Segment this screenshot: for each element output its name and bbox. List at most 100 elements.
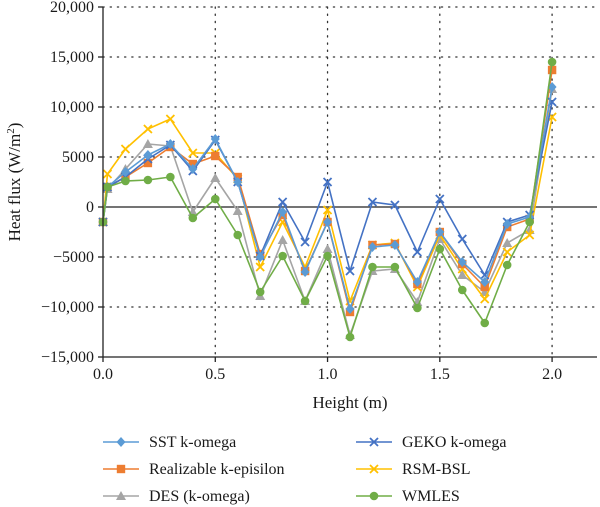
data-point — [390, 240, 400, 250]
data-point — [278, 207, 288, 217]
data-point — [102, 169, 113, 179]
y-tick-label: 10,000 — [50, 99, 94, 116]
data-point — [188, 148, 198, 158]
series-line — [102, 86, 553, 310]
data-point — [121, 176, 130, 186]
data-point — [457, 270, 468, 279]
data-point — [547, 65, 557, 75]
data-point — [188, 213, 198, 223]
data-point — [300, 237, 310, 247]
data-point — [233, 177, 243, 187]
data-point — [210, 173, 221, 182]
data-point — [525, 217, 534, 227]
legend-label: GEKO k-omega — [402, 434, 506, 451]
legend-swatch-marker — [369, 464, 379, 474]
data-point — [255, 262, 265, 272]
legend-swatch-marker — [369, 491, 379, 501]
legend-label: RSM-BSL — [402, 461, 470, 478]
legend-swatch-marker — [369, 437, 379, 447]
data-point — [435, 227, 445, 237]
legend-swatch-marker — [116, 437, 126, 447]
axes — [98, 6, 597, 362]
x-tick-label: 0.0 — [93, 366, 113, 383]
data-point — [412, 247, 423, 257]
y-axis-title-superscript: 2 — [5, 128, 17, 134]
data-point — [480, 277, 490, 287]
data-point — [412, 277, 422, 287]
data-point — [322, 177, 333, 187]
data-point — [300, 296, 310, 306]
legend-swatch-marker — [116, 491, 126, 500]
x-tick-label: 0.5 — [205, 366, 225, 383]
data-point — [480, 270, 490, 280]
legend-item: Realizable k-episilon — [103, 461, 285, 478]
legend-item: GEKO k-omega — [356, 434, 506, 451]
data-point — [120, 144, 131, 154]
data-point — [323, 217, 333, 227]
legend-label: WMLES — [402, 488, 460, 505]
y-tick-label: 0 — [86, 199, 94, 216]
series-line — [102, 61, 553, 338]
legend-label: Realizable k-episilon — [149, 461, 285, 478]
data-point — [210, 134, 220, 144]
x-tick-label: 1.0 — [318, 366, 338, 383]
data-point — [480, 294, 490, 304]
data-point — [103, 182, 112, 192]
data-point — [165, 139, 175, 149]
data-point — [232, 206, 243, 215]
data-point — [277, 197, 288, 207]
data-point — [142, 139, 153, 148]
data-point — [233, 172, 242, 182]
data-point — [502, 247, 512, 257]
data-point — [367, 242, 377, 252]
y-axis-title-main: Heat flux (W/m — [5, 134, 24, 242]
y-tick-label: −15,000 — [41, 349, 94, 366]
y-tick-label: 20,000 — [50, 0, 94, 16]
data-point — [120, 167, 130, 177]
data-point — [367, 197, 378, 207]
legend-swatch-marker — [116, 464, 126, 474]
series-line — [102, 116, 553, 302]
data-point — [413, 303, 422, 313]
data-point — [435, 244, 445, 254]
legend-item: RSM-BSL — [356, 461, 470, 478]
data-point — [233, 230, 243, 240]
x-axis-title: Height (m) — [312, 393, 387, 412]
data-point — [457, 234, 467, 244]
data-point — [390, 262, 400, 272]
data-point — [143, 175, 153, 185]
data-point — [255, 287, 265, 297]
data-point — [345, 332, 355, 342]
series-line — [102, 101, 553, 276]
data-point — [390, 200, 400, 210]
data-point — [300, 267, 310, 277]
tick-labels: −15,000 −10,000 −5000 0 5000 10,000 15,000 20,0… — [41, 0, 562, 383]
data-point — [322, 244, 333, 253]
data-point — [188, 164, 198, 174]
y-axis-title: Heat flux (W/m2) — [5, 123, 24, 242]
data-point — [143, 124, 153, 134]
data-point — [322, 205, 333, 215]
data-point — [457, 285, 467, 295]
legend-label: DES (k-omega) — [149, 488, 250, 505]
y-axis-title-close: ) — [5, 123, 24, 129]
legend-item: SST k-omega — [103, 434, 236, 451]
data-point — [502, 238, 513, 247]
data-point — [166, 172, 175, 182]
data-point — [323, 251, 332, 261]
data-point — [255, 252, 265, 262]
y-tick-label: 5000 — [62, 149, 94, 166]
data-point — [210, 194, 220, 204]
series-layer — [98, 57, 558, 342]
data-point — [345, 304, 355, 314]
data-point — [502, 260, 512, 270]
data-point — [480, 282, 489, 292]
y-tick-label: −10,000 — [41, 299, 94, 316]
data-point — [345, 266, 355, 276]
series-wmles — [98, 57, 557, 342]
data-point — [165, 114, 176, 124]
data-point — [480, 318, 490, 328]
legend-label: SST k-omega — [149, 434, 236, 451]
data-point — [143, 150, 153, 160]
